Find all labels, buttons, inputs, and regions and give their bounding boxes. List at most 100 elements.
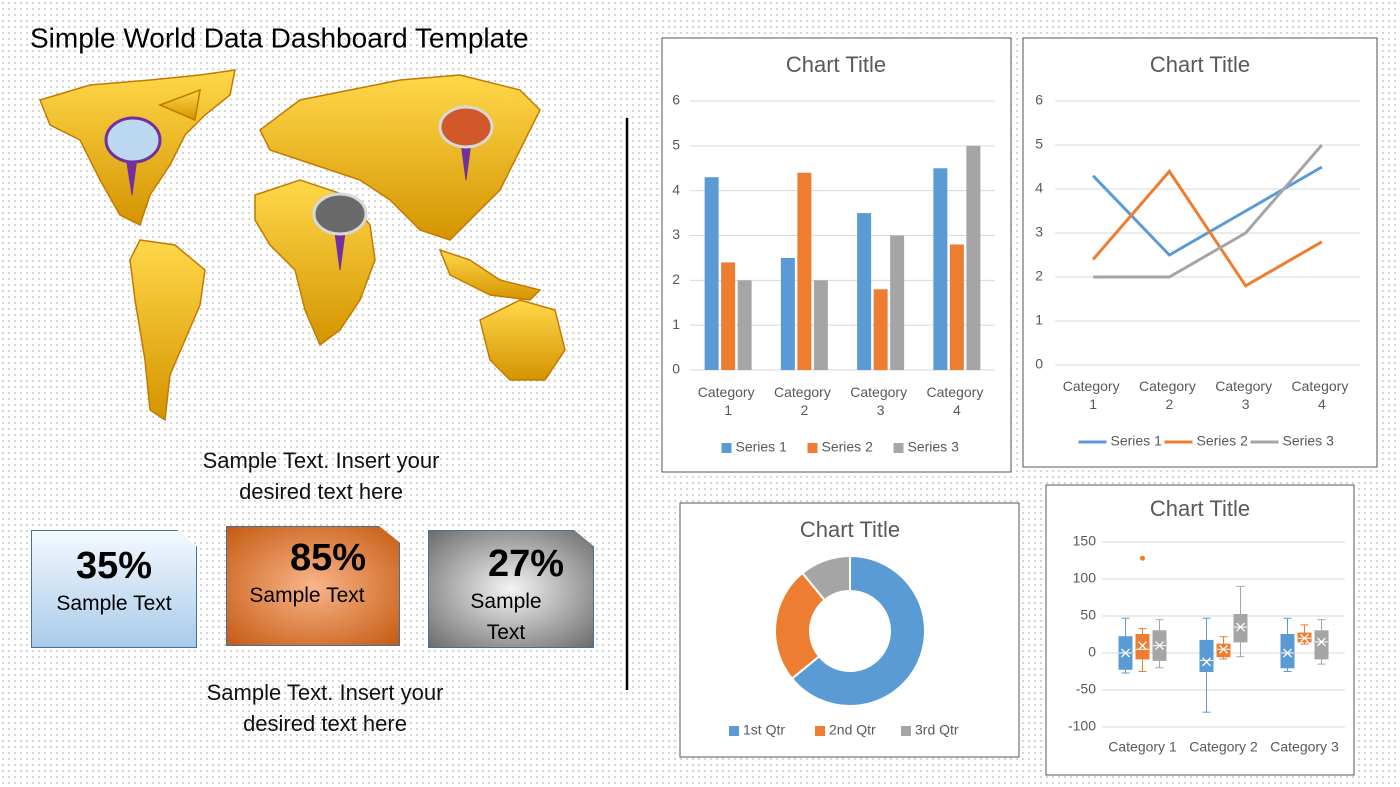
mean-marker	[1155, 641, 1164, 651]
x-tick-label: Category 4	[1292, 378, 1353, 412]
x-tick-label: Category 2	[1139, 378, 1200, 412]
mean-marker	[1283, 648, 1292, 658]
chart-title: Chart Title	[786, 52, 886, 77]
bar	[813, 280, 828, 370]
y-tick-label: 2	[1035, 268, 1043, 284]
legend-swatch	[721, 443, 732, 453]
x-tick-label: Category 4	[927, 384, 988, 418]
y-tick-label: 6	[672, 92, 680, 108]
y-tick-label: 3	[672, 226, 680, 242]
legend-label: Series 3	[908, 439, 960, 455]
y-tick-label: 3	[1035, 224, 1043, 240]
legend-label: Series 1	[1111, 433, 1163, 449]
outlier	[1140, 555, 1145, 561]
x-tick-label: Category 1	[698, 384, 759, 418]
series-line	[1093, 144, 1324, 279]
kpi-value: 35%	[75, 545, 153, 587]
kpi-label: Sample Text	[470, 590, 542, 644]
bar	[949, 244, 964, 370]
x-tick-label: Category 1	[1063, 378, 1124, 412]
kpi-label: Sample Text	[56, 592, 172, 615]
mean-marker	[1202, 657, 1211, 667]
legend-label: Series 1	[736, 439, 788, 455]
box	[1216, 643, 1231, 658]
y-tick-label: 0	[1088, 644, 1096, 660]
bar	[933, 168, 948, 370]
legend-swatch	[893, 443, 904, 453]
map-pins	[104, 105, 494, 271]
y-tick-label: 100	[1073, 570, 1097, 586]
mean-marker	[1138, 641, 1147, 651]
donut-slice	[801, 554, 851, 602]
bar	[797, 172, 812, 370]
y-tick-label: -100	[1068, 718, 1096, 734]
donut-slice	[790, 554, 926, 707]
bar	[704, 177, 719, 370]
box	[1233, 614, 1248, 643]
y-tick-label: -50	[1076, 681, 1096, 697]
world-map	[38, 69, 566, 422]
kpi-card: 85% Sample Text	[226, 526, 400, 646]
series-line	[1091, 168, 1323, 288]
kpi-card: 27% Sample Text	[428, 530, 594, 648]
chart-title: Chart Title	[1150, 496, 1250, 521]
legend-swatch	[807, 443, 818, 453]
chart-title: Chart Title	[1150, 52, 1250, 77]
y-tick-label: 2	[672, 271, 680, 287]
bar	[780, 257, 795, 370]
bar	[873, 289, 888, 370]
y-tick-label: 150	[1073, 533, 1097, 549]
kpi-value: 27%	[487, 543, 565, 585]
mean-marker	[1121, 648, 1130, 658]
y-tick-label: 4	[1035, 180, 1043, 196]
box	[1135, 634, 1150, 660]
x-tick-label: Category 3	[1270, 739, 1339, 755]
legend-label: Series 3	[1283, 433, 1335, 449]
y-tick-label: 4	[672, 181, 680, 197]
legend-swatch	[729, 726, 739, 736]
legend-label: 2nd Qtr	[829, 722, 876, 738]
box	[1314, 630, 1329, 660]
mean-marker	[1236, 622, 1245, 632]
legend-label: 1st Qtr	[743, 722, 785, 738]
bar	[890, 235, 905, 370]
bar	[737, 280, 752, 370]
y-tick-label: 1	[672, 316, 680, 332]
legend-label: Series 2	[822, 439, 874, 455]
y-tick-label: 1	[1035, 312, 1043, 328]
bar	[857, 213, 872, 370]
box	[1199, 639, 1214, 672]
mean-marker	[1317, 637, 1326, 647]
donut-slice	[774, 571, 827, 680]
x-tick-label: Category 3	[1215, 378, 1276, 412]
legend-swatch	[815, 726, 825, 736]
y-tick-label: 5	[672, 137, 680, 153]
y-tick-label: 50	[1080, 607, 1096, 623]
y-tick-label: 6	[1035, 92, 1043, 108]
kpi-label: Sample Text	[249, 584, 365, 607]
box	[1280, 634, 1295, 669]
paragraph: Sample Text. Insert your desired text he…	[206, 680, 444, 736]
paragraph: Sample Text. Insert your desired text he…	[202, 448, 440, 504]
y-tick-label: 0	[672, 361, 680, 377]
chart-title: Chart Title	[800, 517, 900, 542]
x-tick-label: Category 1	[1108, 739, 1177, 755]
mean-marker	[1300, 633, 1309, 643]
legend-label: Series 2	[1197, 433, 1249, 449]
y-tick-label: 0	[1035, 356, 1043, 372]
x-tick-label: Category 3	[850, 384, 911, 418]
kpi-value: 85%	[289, 537, 367, 579]
panel	[679, 502, 1020, 758]
panel	[1022, 37, 1378, 468]
page-title: Simple World Data Dashboard Template	[30, 22, 529, 53]
bar	[721, 262, 736, 370]
y-tick-label: 5	[1035, 136, 1043, 152]
legend-swatch	[901, 726, 911, 736]
legend-label: 3rd Qtr	[915, 722, 959, 738]
x-tick-label: Category 2	[774, 384, 835, 418]
bar	[966, 145, 981, 370]
kpi-card: 35% Sample Text	[31, 530, 197, 648]
mean-marker	[1219, 644, 1228, 654]
